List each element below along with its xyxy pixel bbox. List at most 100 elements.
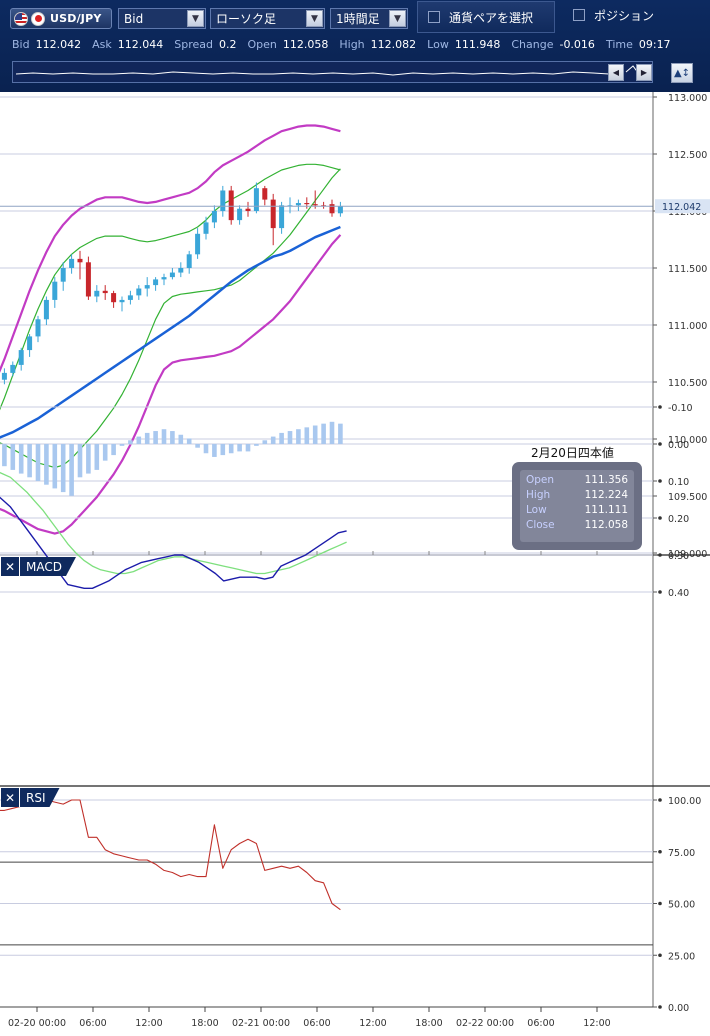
select-pair-checkbox[interactable] [428,11,440,23]
candle-body [35,319,41,337]
macd-histogram-bar [321,423,326,444]
price-tick-label: 111.500 [668,264,707,275]
rsi-tick-dot [658,901,662,906]
macd-histogram-bar [178,434,184,444]
select-pair-button[interactable]: 通貨ペアを選択 [417,1,555,33]
price-tick-label: 110.000 [668,435,707,446]
time-tick-label: 12:00 [583,1018,610,1029]
candle-body [295,203,301,206]
macd-panel-tag: ✕ MACD [1,557,76,576]
time-tick-label: 18:00 [191,1018,218,1029]
macd-histogram-bar [77,444,83,478]
candle-body [153,279,159,286]
timeframe-select[interactable]: 1時間足 ▼ [330,8,408,29]
candle-body [111,293,117,303]
candle-body [203,222,209,234]
candle-body [304,203,310,205]
macd-histogram-bar [212,444,217,457]
rsi-panel-title: RSI [20,788,60,807]
macd-histogram-bar [220,444,226,456]
macd-tick-label: 0.40 [668,588,689,599]
close-rsi-button[interactable]: ✕ [1,788,20,807]
macd-histogram-bar [287,431,293,444]
high-label: High [339,38,365,51]
candle-body [85,262,91,297]
time-tick-label: 02-21 00:00 [232,1018,290,1029]
candle-body [279,205,285,229]
currency-pair-label: USD/JPY [50,12,102,25]
rsi-line [0,799,341,911]
macd-histogram-bar [35,444,41,481]
chevron-down-icon[interactable]: ▼ [306,10,323,27]
macd-histogram-bar [69,444,74,496]
scroll-left-button[interactable]: ◀ [608,64,624,81]
macd-tick-label: 0.30 [668,551,689,562]
macd-histogram-bar [262,440,268,444]
candle-body [60,268,66,282]
rsi-panel-tag: ✕ RSI [1,788,60,807]
rsi-tick-label: 0.00 [668,1003,689,1014]
candle-body [94,290,100,297]
ohlc-popup: Open 111.356 High 112.224 Low 111.111 Cl… [512,462,642,550]
ohlc-row-close: Close 112.058 [526,518,628,533]
candle-body [27,336,33,351]
scroll-right-button[interactable]: ▶ [636,64,652,81]
chart-settings-button[interactable]: ▲↕ [671,63,693,83]
macd-histogram-bar [136,436,142,444]
candle-body [237,208,243,221]
chart-type-value: ローソク足 [216,12,277,26]
time-tick-label: 12:00 [135,1018,162,1029]
macd-histogram-bar [18,444,24,474]
ohlc-low-label: Low [526,504,547,516]
close-macd-button[interactable]: ✕ [1,557,20,576]
candle-body [10,364,16,373]
rsi-tick-label: 50.00 [668,900,695,911]
candle-body [144,285,150,289]
chevron-down-icon[interactable]: ▼ [389,10,406,27]
chart-navigator[interactable]: ◀ ▶ [12,61,653,83]
macd-histogram-bar [296,429,301,444]
chart-toolbar: USD/JPY Bid ▼ ローソク足 ▼ 1時間足 ▼ 通貨ペアを選択 ポジシ… [0,0,710,92]
macd-tick-dot [658,590,662,594]
spread-label: Spread [174,38,213,51]
change-value: -0.016 [559,38,595,51]
open-value: 112.058 [282,38,329,51]
time-tick-label: 06:00 [303,1018,330,1029]
candle-body [228,190,234,221]
currency-pair-button[interactable]: USD/JPY [10,8,112,29]
moving-average-line [0,225,341,439]
candle-body [211,211,217,223]
candle-body [178,268,184,273]
position-label: ポジション [594,8,655,23]
macd-tick-dot [658,553,662,557]
ask-value: 112.044 [117,38,164,51]
ohlc-low-value: 111.111 [584,504,628,516]
us-flag-icon [14,11,28,26]
macd-tick-label: -0.10 [668,403,693,414]
price-type-select[interactable]: Bid ▼ [118,8,206,29]
chart-type-select[interactable]: ローソク足 ▼ [210,8,325,29]
candle-body [161,277,167,280]
macd-signal-line [0,471,347,575]
select-pair-label: 通貨ペアを選択 [449,10,534,25]
rsi-tick-dot [658,953,662,958]
price-tick-label: 109.500 [668,492,707,503]
candle-body [69,258,75,268]
position-toggle[interactable]: ポジション [563,1,710,29]
macd-histogram-bar [279,432,284,444]
ohlc-close-value: 112.058 [584,519,628,531]
macd-tick-dot [658,405,662,409]
macd-histogram-bar [237,444,242,452]
macd-histogram-bar [128,440,133,444]
chart-area[interactable]: 113.000112.500112.000111.500111.000110.5… [0,92,710,1036]
macd-tick-dot [658,442,662,446]
macd-histogram-bar [270,436,276,444]
price-tick-label: 112.500 [668,150,707,161]
time-tick-label: 18:00 [415,1018,442,1029]
time-tick-label: 06:00 [79,1018,106,1029]
position-checkbox[interactable] [573,9,585,21]
candle-body [245,208,251,211]
chevron-down-icon[interactable]: ▼ [187,10,204,27]
rsi-tick-label: 75.00 [668,848,695,859]
chart-canvas: 113.000112.500112.000111.500111.000110.5… [0,92,710,1029]
